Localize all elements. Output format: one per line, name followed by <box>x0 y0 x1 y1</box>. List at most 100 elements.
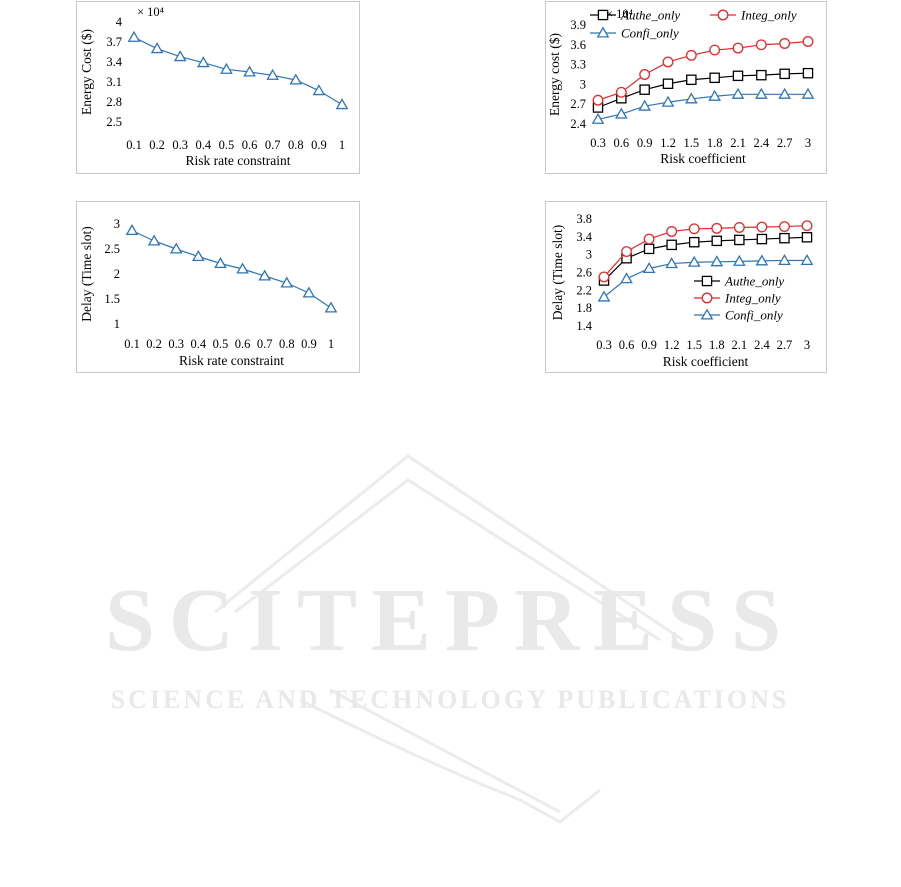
data-point <box>642 261 656 274</box>
data-point <box>147 234 161 246</box>
y-tick-label: 4 <box>116 15 123 29</box>
data-point <box>150 42 164 54</box>
data-point <box>127 30 141 42</box>
data-point <box>591 112 605 124</box>
legend-label: Authe_only <box>724 274 784 289</box>
legend-marker <box>596 26 610 38</box>
y-tick-label: 3.3 <box>570 58 586 72</box>
data-point <box>778 87 791 99</box>
data-point <box>778 253 791 266</box>
series-line-confi_only <box>603 259 807 298</box>
data-point <box>639 69 651 80</box>
data-point <box>801 232 813 243</box>
data-point <box>756 69 767 81</box>
x-tick-label: 0.1 <box>126 138 142 152</box>
legend-label: Integ_only <box>740 8 797 23</box>
x-tick-label: 0.4 <box>191 337 207 351</box>
data-point <box>324 301 338 313</box>
data-point <box>711 235 723 247</box>
legend-marker <box>597 9 609 21</box>
data-point <box>756 233 768 245</box>
x-tick-label: 0.3 <box>590 136 606 150</box>
legend-marker <box>700 308 714 320</box>
x-tick-label: 2.7 <box>777 338 793 352</box>
chart-delay-vs-risk-rate-plot: 1 1.5 2 2.5 3 0.1 0.2 0.3 0.4 0.5 0.6 0.7 0.8 0.9 1 Ris… <box>79 217 338 368</box>
data-point <box>686 74 697 86</box>
y-tick-label: 3.8 <box>576 212 592 226</box>
data-point <box>169 242 183 254</box>
x-tick-label: 0.6 <box>235 337 251 351</box>
x-tick-label: 0.2 <box>149 138 165 152</box>
y-tick-label: 3.9 <box>570 18 586 32</box>
x-tick-label: 2.1 <box>730 136 746 150</box>
x-tick-label: 0.1 <box>124 337 140 351</box>
x-tick-label: 0.3 <box>596 338 612 352</box>
x-tick-label: 1 <box>339 138 345 152</box>
x-tick-label: 1.5 <box>684 136 700 150</box>
data-point <box>266 68 279 80</box>
data-point <box>732 42 744 54</box>
x-tick-label: 0.8 <box>288 138 304 152</box>
legend-marker <box>717 9 729 21</box>
x-tick-label: 1.2 <box>660 136 676 150</box>
data-point <box>236 262 249 274</box>
data-point <box>731 87 745 99</box>
x-axis-label: Risk rate constraint <box>186 153 291 168</box>
data-point <box>755 254 769 266</box>
x-tick-label: 0.6 <box>242 138 258 152</box>
data-point <box>685 92 698 104</box>
data-point <box>620 272 633 284</box>
series-line-confi_only <box>597 93 808 120</box>
data-point <box>733 222 745 233</box>
y-tick-label: 2.8 <box>106 95 122 109</box>
y-axis-multiplier: × 10⁴ <box>137 5 164 19</box>
data-point <box>125 223 139 236</box>
x-tick-label: 0.5 <box>213 337 229 351</box>
chart-energy-vs-risk-coefficient-plot: 2.4 2.7 3 3.3 3.6 3.9 0.3 0.6 0.9 1.2 1.5 1.8 2.1 2.4… <box>547 7 815 166</box>
y-tick-label: 1 <box>114 317 120 331</box>
data-point <box>666 226 678 237</box>
data-point <box>733 254 746 266</box>
series-line-main <box>133 36 343 106</box>
chart-energy-vs-risk-rate-plot: 2.5 2.8 3.1 3.4 3.7 4 0.1 0.2 0.3 0.4 0.5 0.6 0.7 0.8… <box>79 5 349 168</box>
legend-label: Authe_only <box>620 8 680 23</box>
data-point <box>755 39 767 51</box>
y-tick-label: 3 <box>580 77 586 91</box>
data-point <box>220 62 233 74</box>
series-line-authe_only <box>597 72 809 109</box>
data-point <box>592 94 604 106</box>
data-point <box>688 236 700 248</box>
y-tick-label: 2 <box>114 267 120 281</box>
y-tick-label: 3 <box>114 217 120 231</box>
data-point <box>802 67 814 79</box>
x-tick-label: 0.4 <box>196 138 212 152</box>
data-point <box>688 223 700 235</box>
data-point <box>302 286 316 298</box>
x-tick-label: 0.9 <box>311 138 327 152</box>
x-tick-label: 0.6 <box>619 338 635 352</box>
y-tick-label: 2.6 <box>576 266 592 280</box>
data-point <box>732 70 744 82</box>
chart-delay-vs-risk-rate: 1 1.5 2 2.5 3 0.1 0.2 0.3 0.4 0.5 0.6 0.7 0.8 0.9 1 Ris… <box>76 201 360 373</box>
watermark-title: SCITEPRESS <box>105 571 795 670</box>
y-axis-multiplier: × 10⁴ <box>606 7 633 21</box>
x-tick-label: 2.1 <box>732 338 748 352</box>
x-tick-label: 0.9 <box>641 338 657 352</box>
chart-delay-vs-risk-coefficient: 1.4 1.8 2.2 2.6 3 3.4 3.8 0.3 0.6 0.9 1.2 1.5 1.8 2.1… <box>545 201 827 373</box>
data-point <box>661 95 675 107</box>
data-point <box>280 276 294 288</box>
data-point <box>621 246 633 257</box>
x-tick-label: 0.5 <box>219 138 235 152</box>
x-tick-label: 1.5 <box>686 338 702 352</box>
x-tick-label: 2.7 <box>777 136 793 150</box>
legend-marker <box>701 275 713 287</box>
legend-label: Confi_only <box>621 26 679 41</box>
data-point <box>801 220 813 232</box>
series-line-integ_only <box>597 40 809 101</box>
y-tick-label: 2.2 <box>576 283 592 297</box>
x-tick-label: 0.3 <box>168 337 184 351</box>
series-line-authe_only <box>603 236 808 281</box>
data-point <box>802 36 814 47</box>
y-tick-label: 3.6 <box>570 38 586 52</box>
